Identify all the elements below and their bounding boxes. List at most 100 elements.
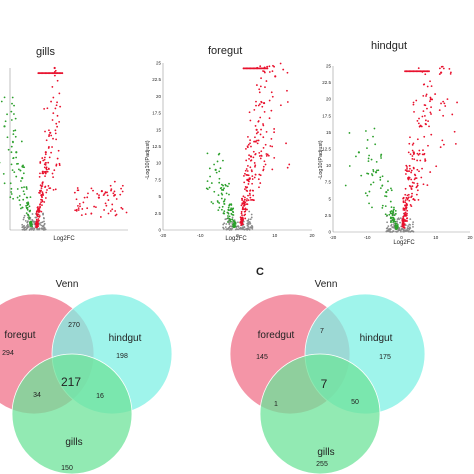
volcano-point-ns [231, 221, 234, 223]
volcano-point-up [48, 135, 50, 138]
volcano-point-up [282, 68, 285, 71]
volcano-point-down [25, 188, 28, 190]
volcano-point-up [245, 159, 248, 162]
volcano-point-up [271, 168, 274, 171]
volcano-point-up [249, 155, 253, 158]
volcano-point-ns [42, 228, 45, 231]
y-tick-label: 15 [156, 127, 162, 132]
volcano-point-up [422, 183, 425, 186]
volcano-point-up [92, 189, 94, 192]
volcano-point-down [10, 151, 13, 154]
volcano-point-ns [407, 225, 410, 227]
venn-set-label: foredgut [258, 330, 295, 341]
volcano-point-up [250, 199, 252, 201]
volcano-point-down [389, 200, 392, 203]
volcano-point-up [246, 174, 249, 176]
volcano-point-up [268, 65, 271, 68]
volcano-point-up [74, 209, 77, 212]
volcano-point-ns [396, 218, 399, 221]
volcano-point-up [415, 186, 418, 189]
volcano-point-down [368, 190, 371, 193]
volcano-point-down [218, 177, 221, 180]
volcano-point-up [244, 201, 247, 204]
volcano-point-up [41, 196, 43, 199]
volcano-point-up [246, 170, 249, 172]
y-tick-label: 12.5 [152, 144, 161, 149]
volcano-point-up [405, 164, 408, 167]
volcano-point-ns [24, 226, 26, 229]
volcano-point-up [245, 203, 248, 206]
volcano-point-up [408, 185, 411, 187]
volcano-point-ns [242, 226, 244, 229]
venn-count-hindgut-only: 175 [379, 354, 391, 361]
volcano-point-up [257, 120, 260, 122]
volcano-point-up [421, 167, 423, 170]
volcano-point-up [75, 198, 78, 201]
volcano-point-up [425, 93, 428, 96]
volcano-point-up [419, 159, 422, 162]
volcano-point-up [255, 84, 258, 86]
volcano-point-down [13, 113, 15, 115]
volcano-point-ns [225, 223, 228, 225]
volcano-point-up [407, 193, 410, 196]
volcano-point-up [419, 70, 422, 73]
volcano-point-up [429, 111, 432, 114]
y-tick-label: 15 [326, 130, 332, 135]
volcano-point-up [242, 206, 244, 208]
volcano-point-up [404, 70, 407, 73]
volcano-point-up [254, 140, 257, 143]
volcano-point-ns [35, 216, 38, 219]
volcano-point-ns [26, 225, 28, 228]
volcano-point-up [59, 105, 62, 108]
volcano-point-down [366, 147, 368, 150]
volcano-point-down [230, 207, 233, 210]
volcano-point-ns [227, 227, 230, 229]
volcano-point-down [12, 197, 15, 200]
volcano-point-up [104, 202, 107, 205]
volcano-point-up [249, 142, 251, 145]
volcano-point-up [55, 72, 58, 75]
volcano-point-down [393, 214, 396, 217]
volcano-point-up [249, 67, 252, 70]
volcano-point-up [263, 67, 266, 70]
volcano-ylabel-foregut: -Log10(Padjust) [145, 140, 151, 179]
volcano-point-up [409, 136, 411, 139]
volcano-point-up [37, 72, 40, 75]
volcano-point-up [270, 137, 273, 140]
volcano-point-up [272, 64, 274, 67]
volcano-point-up [251, 178, 254, 180]
volcano-point-down [370, 158, 373, 161]
volcano-point-up [52, 176, 55, 179]
volcano-xlabel-gills: Log2FC [53, 236, 75, 242]
volcano-point-up [242, 67, 245, 70]
volcano-point-up [421, 153, 424, 156]
venn-count-foregut-hindgut: 270 [68, 322, 80, 329]
volcano-point-up [246, 165, 249, 167]
volcano-point-down [385, 191, 388, 194]
volcano-point-up [263, 110, 266, 113]
volcano-point-down [28, 218, 30, 220]
volcano-point-up [411, 70, 414, 73]
volcano-point-up [414, 174, 417, 177]
volcano-point-up [44, 197, 47, 199]
volcano-point-ns [30, 228, 33, 231]
volcano-point-down [223, 198, 226, 201]
volcano-point-down [206, 180, 209, 182]
volcano-point-down [18, 199, 21, 202]
volcano-point-up [38, 175, 41, 178]
volcano-point-up [44, 185, 47, 188]
volcano-point-down [10, 191, 13, 193]
volcano-point-up [252, 194, 255, 197]
volcano-point-up [38, 72, 41, 75]
volcano-point-up [254, 164, 257, 167]
volcano-point-up [438, 67, 441, 70]
volcano-point-up [52, 96, 55, 99]
volcano-point-up [258, 173, 261, 176]
volcano-point-up [37, 209, 40, 212]
volcano-point-ns [250, 213, 253, 216]
volcano-point-up [90, 187, 93, 190]
volcano-point-up [248, 111, 251, 114]
volcano-point-up [44, 175, 46, 178]
volcano-point-up [53, 66, 56, 70]
volcano-point-down [391, 212, 394, 215]
